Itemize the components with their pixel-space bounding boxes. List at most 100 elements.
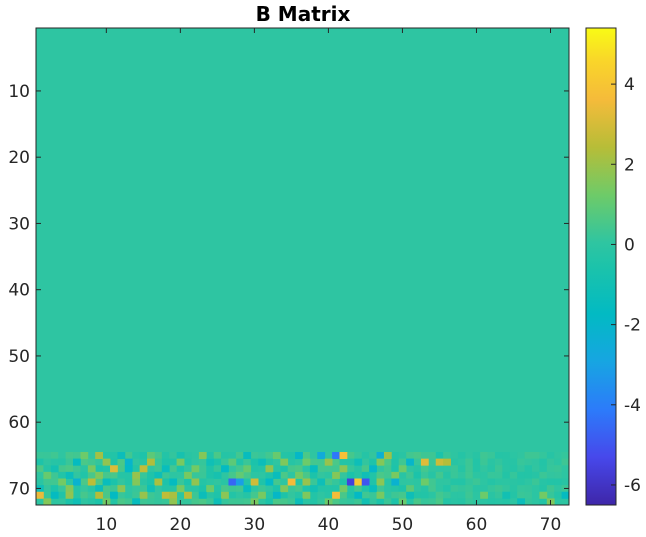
- heatmap-cell: [228, 471, 237, 479]
- heatmap-cell: [161, 452, 170, 460]
- heatmap-cell: [117, 478, 126, 486]
- heatmap-cell: [228, 458, 237, 466]
- heatmap-cell: [87, 498, 96, 506]
- heatmap-cell: [406, 478, 414, 486]
- heatmap-cell: [95, 458, 104, 466]
- heatmap-cell: [361, 491, 370, 499]
- heatmap-cell: [517, 465, 525, 473]
- x-tick-label: 30: [244, 515, 266, 535]
- heatmap-cell: [228, 452, 237, 460]
- heatmap-cell: [139, 452, 148, 460]
- heatmap-cell: [58, 491, 67, 499]
- heatmap-cell: [398, 471, 407, 479]
- axes-frame: [35, 27, 570, 506]
- heatmap-cell: [213, 498, 222, 506]
- heatmap-cell: [502, 465, 511, 473]
- heatmap-cell: [420, 485, 429, 493]
- y-tick-label: 50: [8, 347, 30, 367]
- heatmap-cell: [480, 491, 488, 499]
- heatmap-cell: [561, 458, 570, 466]
- heatmap-cell: [258, 491, 266, 499]
- colorbar-tick-label: -2: [624, 316, 641, 336]
- heatmap-cell: [361, 478, 370, 486]
- heatmap-cell: [369, 458, 377, 466]
- heatmap-cell: [295, 491, 303, 499]
- heatmap-cell: [317, 491, 326, 499]
- heatmap-cell: [420, 471, 429, 479]
- heatmap-cell: [539, 465, 548, 473]
- heatmap-cell: [554, 498, 562, 506]
- heatmap-cell: [531, 491, 540, 499]
- heatmap-cell: [184, 498, 192, 506]
- heatmap-cell: [361, 485, 370, 493]
- heatmap-cell: [339, 452, 348, 460]
- heatmap-cell: [457, 471, 466, 479]
- heatmap-cell: [95, 478, 104, 486]
- heatmap-cell: [494, 485, 503, 493]
- heatmap-cell: [546, 485, 555, 493]
- heatmap-cell: [428, 491, 437, 499]
- heatmap-cell: [524, 452, 533, 460]
- heatmap-cell: [43, 478, 52, 486]
- heatmap-cell: [102, 465, 111, 473]
- heatmap-cell: [302, 465, 311, 473]
- heatmap-cell: [376, 491, 385, 499]
- heatmap-cell: [450, 498, 459, 506]
- heatmap-cell: [235, 485, 244, 493]
- heatmap-cell: [465, 471, 474, 479]
- heatmap-cell: [450, 458, 459, 466]
- heatmap-cell: [420, 498, 429, 506]
- heatmap-cell: [450, 452, 459, 460]
- heatmap-cell: [509, 471, 518, 479]
- heatmap-cell: [406, 498, 414, 506]
- heatmap-cell: [494, 458, 503, 466]
- heatmap-cell: [339, 471, 348, 479]
- heatmap-cell: [95, 485, 104, 493]
- heatmap-cell: [539, 491, 548, 499]
- heatmap-cell: [124, 458, 133, 466]
- heatmap-cell: [191, 471, 200, 479]
- heatmap-cell: [309, 498, 318, 506]
- heatmap-cell: [383, 491, 392, 499]
- heatmap-cell: [413, 498, 422, 506]
- heatmap-cell: [413, 452, 422, 460]
- heatmap-cell: [139, 471, 148, 479]
- heatmap-cell: [487, 498, 496, 506]
- heatmap-cell: [191, 452, 200, 460]
- heatmap-cell: [280, 478, 289, 486]
- heatmap-cell: [369, 478, 377, 486]
- heatmap-cell: [80, 498, 89, 506]
- heatmap-cell: [287, 471, 296, 479]
- heatmap-cell: [124, 471, 133, 479]
- heatmap-cell: [73, 465, 81, 473]
- heatmap-background: [36, 28, 569, 505]
- heatmap-cell: [213, 471, 222, 479]
- heatmap-cell: [102, 478, 111, 486]
- heatmap-cell: [65, 471, 74, 479]
- heatmap-cell: [324, 491, 333, 499]
- heatmap-cell: [139, 498, 148, 506]
- x-axis: 10 20 30 40 50 60 70: [96, 28, 561, 535]
- heatmap-cell: [117, 491, 126, 499]
- heatmap-cell: [346, 478, 355, 486]
- heatmap-cell: [139, 465, 148, 473]
- heatmap-cell: [110, 452, 118, 460]
- heatmap-cell: [191, 458, 200, 466]
- heatmap-cell: [361, 471, 370, 479]
- heatmap-cell: [309, 491, 318, 499]
- heatmap-cell: [391, 458, 400, 466]
- heatmap-cell: [435, 452, 444, 460]
- heatmap-cell: [539, 471, 548, 479]
- colorbar-scale: [585, 27, 617, 506]
- heatmap-cell: [376, 465, 385, 473]
- heatmap-cell: [450, 465, 459, 473]
- heatmap-cell: [509, 498, 518, 506]
- heatmap-cell: [43, 465, 52, 473]
- heatmap-cell: [272, 485, 281, 493]
- heatmap-cell: [517, 478, 525, 486]
- heatmap-cell: [295, 458, 303, 466]
- heatmap-cell: [480, 498, 488, 506]
- heatmap-cell: [472, 452, 481, 460]
- heatmap-cell: [132, 485, 141, 493]
- heatmap-cell: [58, 471, 67, 479]
